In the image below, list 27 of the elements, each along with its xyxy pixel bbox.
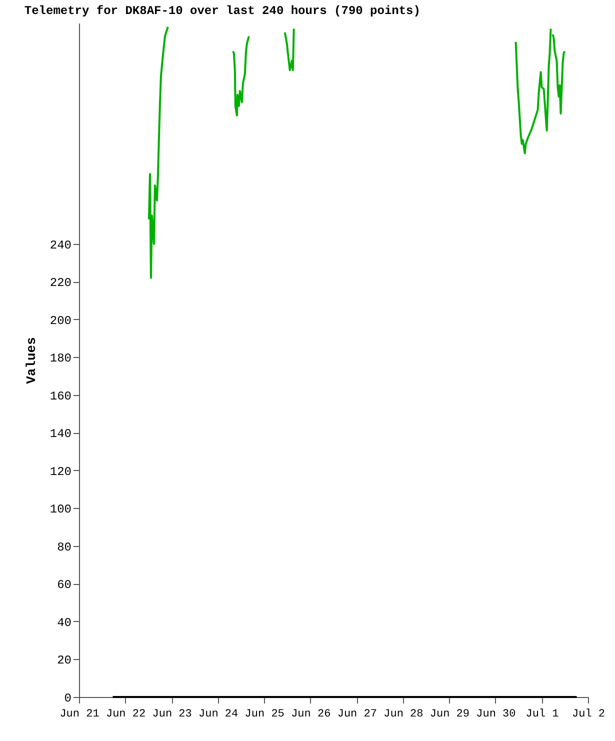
x-tick-label: Jun 25 [244,708,284,720]
y-tick-label: 80 [57,540,72,554]
x-tick-label: Jun 29 [430,708,470,720]
y-tick-label: 0 [64,692,72,706]
x-tick-label: Jul 2 [572,708,606,720]
x-tick-label: Jun 27 [337,708,377,720]
y-tick-label: 40 [57,616,72,630]
y-tick-label: 160 [50,389,72,404]
x-tick-label: Jun 22 [106,708,146,720]
x-tick-label: Jun 23 [152,708,192,720]
x-tick-label: Jun 21 [60,708,100,720]
x-tick-label: Jun 26 [291,708,331,720]
y-tick-label: 60 [57,578,72,592]
y-tick-label: 200 [50,314,72,328]
x-tick-label: Jun 24 [198,708,239,720]
y-tick-label: 120 [50,464,72,479]
y-axis-title: Values [24,336,39,384]
y-tick-label: 240 [50,238,72,252]
x-tick-label: Jun 30 [476,708,516,720]
y-tick-label: 100 [50,502,72,517]
y-tick-label: 180 [50,352,72,366]
x-tick-label: Jul 1 [526,708,560,720]
chart-title: Telemetry for DK8AF-10 over last 240 hours (790 points) [24,4,420,18]
y-tick-label: 140 [50,427,72,442]
x-tick-label: Jun 28 [384,708,424,720]
y-tick-label: 20 [57,654,72,668]
y-tick-label: 220 [50,276,72,290]
